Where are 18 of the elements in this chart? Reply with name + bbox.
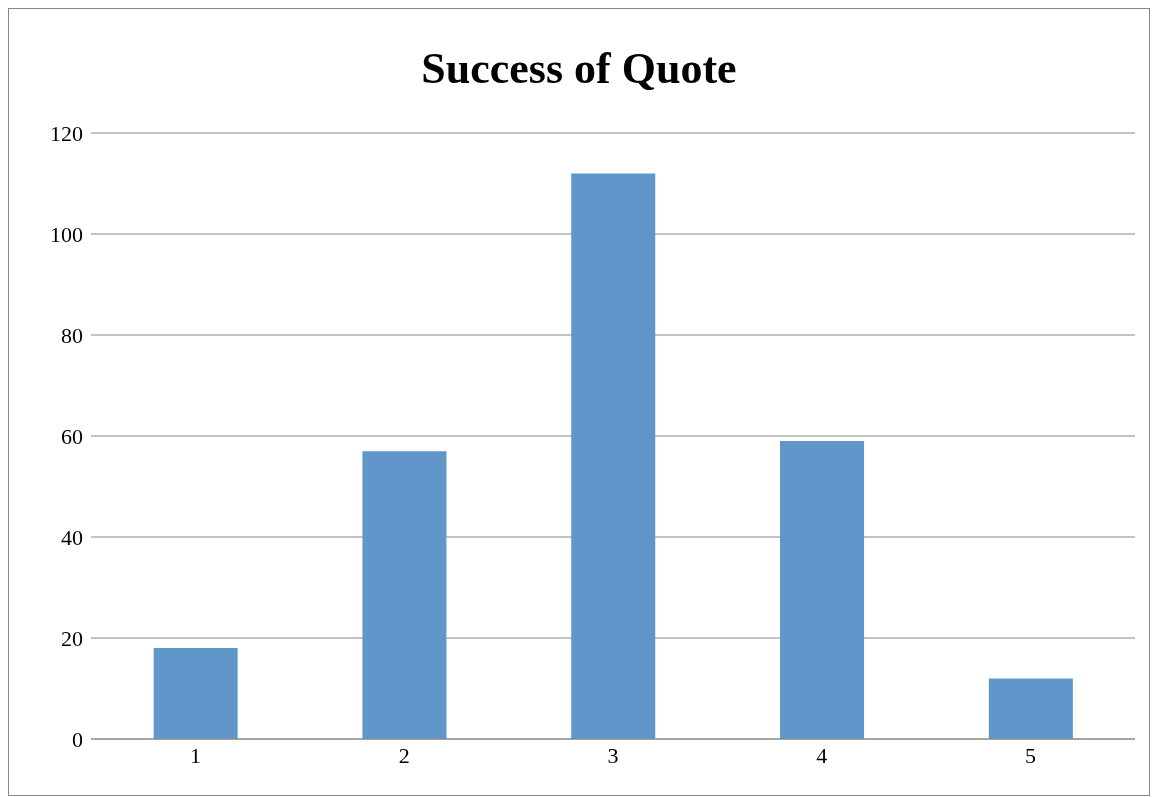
y-tick-label: 120 [50,120,83,146]
x-tick-label: 3 [607,742,619,768]
bar [362,451,447,739]
x-tick-label: 1 [189,742,201,768]
x-tick-label: 5 [1025,742,1037,768]
bar [780,441,865,739]
y-tick-label: 60 [61,423,83,449]
y-tick-label: 20 [61,625,83,651]
chart-title: Success of Quote [421,43,737,93]
bar [153,648,238,739]
y-tick-label: 40 [61,524,83,550]
x-tick-label: 4 [816,742,828,768]
bar [988,678,1073,739]
y-tick-label: 0 [72,726,83,752]
bar [571,173,656,739]
y-tick-label: 80 [61,322,83,348]
x-tick-label: 2 [398,742,410,768]
y-tick-label: 100 [50,221,83,247]
